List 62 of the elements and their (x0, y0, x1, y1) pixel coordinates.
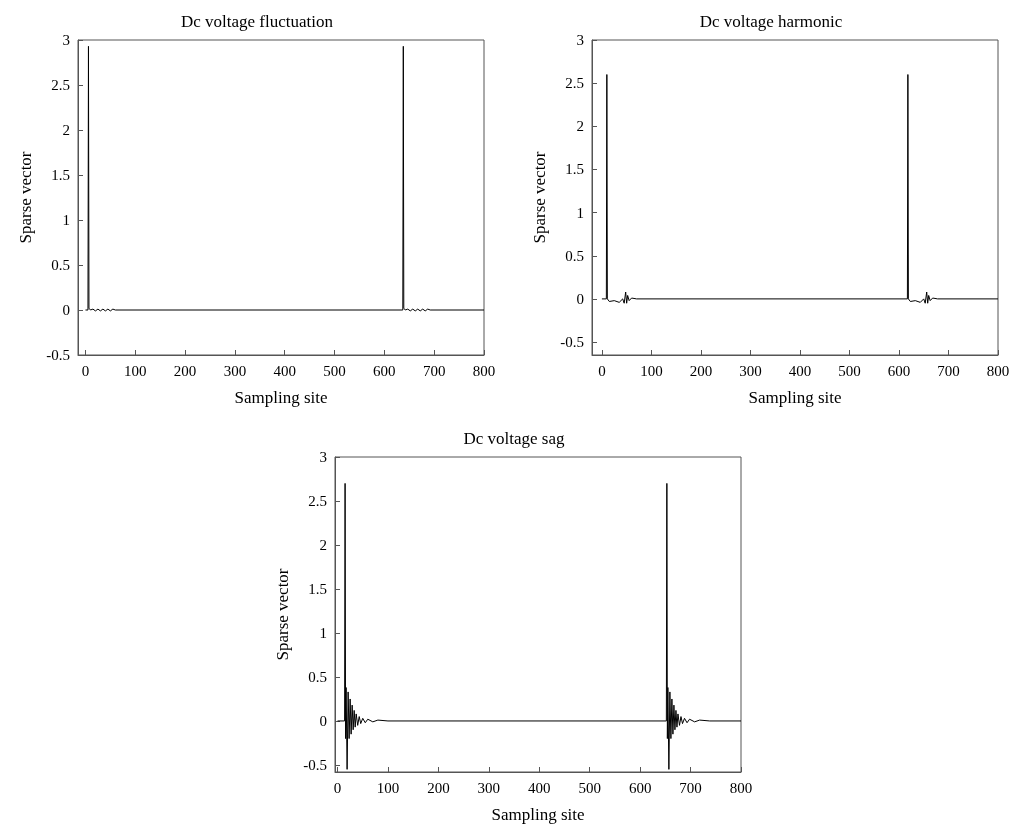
x-tick-label: 0 (81, 362, 90, 379)
y-tick-label: -0.5 (560, 334, 584, 351)
x-tick-label: 700 (679, 779, 702, 796)
x-tick-label: 700 (422, 362, 446, 379)
x-tick-label: 400 (788, 362, 812, 379)
y-tick-label: -0.5 (46, 347, 70, 363)
chart-title: Dc voltage harmonic (699, 12, 843, 31)
x-tick-label: 100 (376, 779, 400, 796)
y-axis-title: Sparse vector (530, 151, 549, 244)
chart-title: Dc voltage fluctuation (180, 12, 334, 31)
y-axis-title: Sparse vector (273, 568, 292, 661)
y-tick-label: 2 (62, 122, 70, 138)
y-tick-label: 2.5 (51, 77, 70, 93)
chart-title: Dc voltage sag (463, 429, 565, 448)
x-tick-label: 400 (528, 779, 551, 796)
y-tick-label: 0 (62, 302, 70, 318)
x-tick-label: 600 (887, 362, 911, 379)
y-tick-label: 2.5 (565, 75, 584, 92)
y-tick-label: 0.5 (565, 247, 584, 264)
y-tick-label: 2.5 (308, 492, 327, 509)
y-tick-label: 2 (319, 536, 327, 553)
y-tick-label: 2 (576, 118, 584, 135)
x-tick-label: 0 (598, 362, 606, 379)
x-tick-label: 300 (477, 779, 501, 796)
line-series (601, 74, 999, 304)
x-tick-label: 300 (223, 362, 247, 379)
y-tick-label: 1 (62, 212, 70, 228)
x-axis-title: Sampling site (748, 388, 842, 407)
y-tick-label: 1.5 (565, 161, 584, 178)
x-tick-label: 0 (333, 779, 342, 796)
y-tick-label: -0.5 (303, 756, 327, 773)
line-series (84, 45, 485, 312)
y-tick-label: 0 (319, 712, 327, 729)
y-tick-label: 0 (576, 290, 584, 307)
y-tick-label: 1.5 (51, 167, 70, 183)
x-tick-label: 200 (427, 779, 450, 796)
x-tick-label: 200 (689, 362, 713, 379)
x-tick-label: 300 (739, 362, 762, 379)
y-tick-label: 3 (62, 32, 70, 48)
x-tick-label: 400 (273, 362, 296, 379)
x-tick-label: 800 (472, 362, 496, 379)
x-tick-label: 500 (578, 779, 601, 796)
x-tick-label: 600 (373, 362, 396, 379)
x-tick-label: 100 (640, 362, 663, 379)
y-tick-label: 3 (576, 32, 584, 48)
x-tick-label: 800 (729, 779, 753, 796)
x-tick-label: 200 (173, 362, 197, 379)
x-tick-label: 800 (986, 362, 1010, 379)
x-tick-label: 600 (628, 779, 652, 796)
x-axis-title: Sampling site (491, 805, 585, 824)
y-tick-label: 1 (576, 204, 584, 221)
y-tick-label: 0.5 (51, 257, 70, 273)
x-tick-label: 500 (838, 362, 861, 379)
y-tick-label: 1 (319, 624, 327, 641)
x-tick-label: 500 (323, 362, 346, 379)
x-axis-title: Sampling site (234, 388, 328, 407)
y-tick-label: 3 (319, 449, 327, 465)
x-tick-label: 700 (937, 362, 960, 379)
y-tick-label: 0.5 (308, 668, 327, 685)
y-tick-label: 1.5 (308, 580, 327, 597)
x-tick-label: 100 (124, 362, 147, 379)
y-axis-title: Sparse vector (16, 151, 35, 244)
